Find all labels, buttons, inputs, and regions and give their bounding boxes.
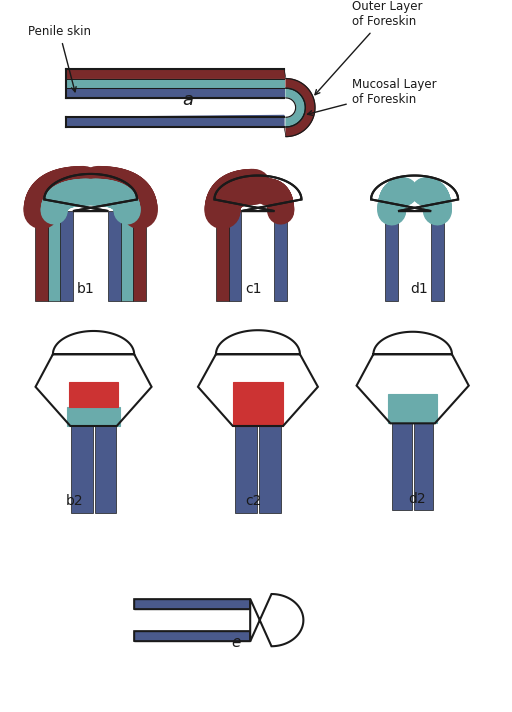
Text: b2: b2 [66,494,83,508]
Polygon shape [286,98,295,117]
Polygon shape [234,426,257,513]
Polygon shape [414,424,433,511]
Polygon shape [134,211,146,301]
Polygon shape [134,599,250,609]
Polygon shape [386,211,398,301]
Polygon shape [121,211,134,301]
Text: a: a [182,91,193,109]
Polygon shape [95,426,116,513]
Polygon shape [250,594,304,646]
Polygon shape [356,332,469,424]
Polygon shape [35,331,152,426]
Text: c1: c1 [245,282,261,296]
Text: e: e [231,635,240,650]
Text: Mucosal Layer
of Foreskin: Mucosal Layer of Foreskin [308,78,436,115]
Polygon shape [69,382,118,407]
Polygon shape [35,211,48,301]
Polygon shape [259,426,281,513]
Polygon shape [67,115,284,127]
Polygon shape [431,211,444,301]
Polygon shape [44,174,137,211]
Polygon shape [60,211,73,301]
Polygon shape [389,394,437,424]
Polygon shape [216,211,229,301]
Polygon shape [215,176,302,211]
Polygon shape [229,211,241,301]
Text: Outer Layer
of Foreskin: Outer Layer of Foreskin [315,1,422,95]
Polygon shape [67,78,284,88]
Text: Penile skin: Penile skin [28,25,91,92]
Polygon shape [134,631,250,642]
Text: d1: d1 [411,282,429,296]
Polygon shape [274,211,287,301]
Polygon shape [48,211,60,301]
Text: c2: c2 [245,494,261,508]
Polygon shape [286,88,305,127]
Text: b1: b1 [77,282,95,296]
Polygon shape [198,330,318,426]
Polygon shape [371,176,458,211]
Text: d2: d2 [409,491,426,506]
Polygon shape [108,211,121,301]
Polygon shape [67,69,284,78]
Polygon shape [233,382,283,426]
Polygon shape [68,407,120,426]
Polygon shape [71,426,93,513]
Polygon shape [286,78,315,137]
Polygon shape [67,88,284,98]
Polygon shape [392,424,412,511]
